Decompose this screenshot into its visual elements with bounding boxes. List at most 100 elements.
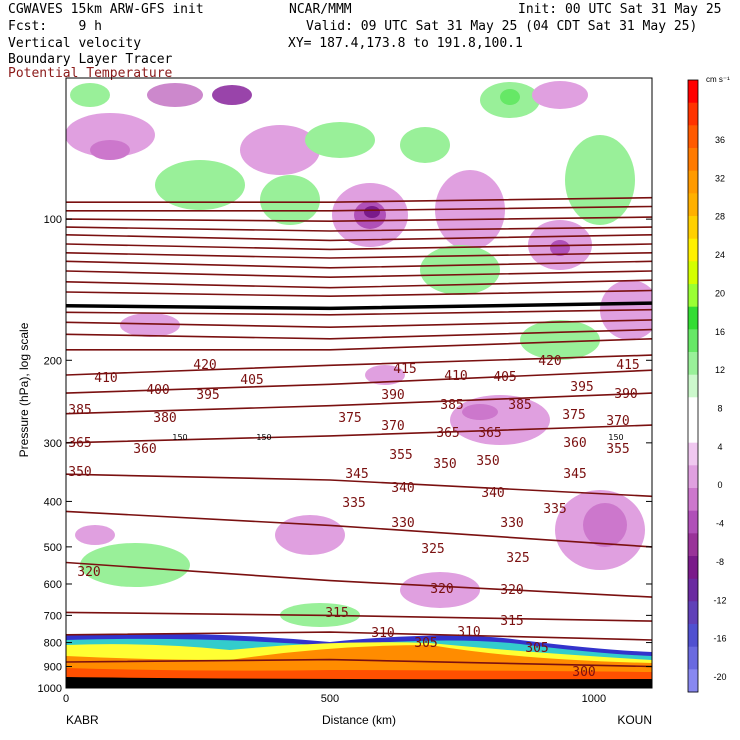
theta-label: 320: [430, 582, 453, 597]
tropopause-label: 150: [608, 433, 623, 442]
theta-label: 300: [572, 665, 595, 680]
w-region: [260, 175, 320, 225]
colorbar-swatch: [688, 465, 698, 489]
theta-label: 395: [570, 380, 593, 395]
y-tick-label: 700: [44, 610, 62, 622]
theta-contour: [66, 205, 652, 212]
colorbar-label: 32: [715, 173, 725, 183]
theta-contour: [66, 658, 652, 668]
theta-contour: [66, 319, 652, 329]
colorbar-label: 20: [715, 288, 725, 298]
theta-label: 385: [508, 398, 531, 413]
colorbar-label: 12: [715, 365, 725, 375]
theta-label: 310: [457, 625, 480, 640]
theta-label: 315: [325, 606, 348, 621]
colorbar-unit: cm s⁻¹: [706, 75, 730, 84]
colorbar-swatch: [688, 556, 698, 580]
colorbar-label: -20: [713, 672, 726, 682]
colorbar-label: 28: [715, 212, 725, 222]
theta-label: 420: [193, 358, 216, 373]
y-axis-label: Pressure (hPa), log scale: [17, 322, 31, 457]
theta-contour: [66, 369, 652, 394]
theta-label: 355: [606, 442, 629, 457]
theta-label: 380: [153, 411, 176, 426]
theta-label: 325: [421, 542, 444, 557]
theta-label: 330: [391, 516, 414, 531]
x-axis-ticks: 0 500 1000: [63, 682, 648, 705]
theta-contour: [66, 338, 652, 351]
colorbar-label: -12: [713, 595, 726, 605]
colorbar-swatch: [688, 193, 698, 217]
w-region: [462, 404, 498, 420]
theta-label: 385: [440, 398, 463, 413]
w-region: [400, 572, 480, 608]
theta-contour: [66, 392, 652, 415]
colorbar-label: -4: [716, 519, 724, 529]
theta-label: 335: [342, 496, 365, 511]
theta-label: 335: [543, 502, 566, 517]
colorbar-swatch: [688, 329, 698, 353]
colorbar-swatch: [688, 510, 698, 534]
w-region: [66, 113, 155, 157]
theta-label: 375: [562, 408, 585, 423]
theta-label: 345: [345, 467, 368, 482]
w-region: [275, 515, 345, 555]
vertical-velocity-shading: [66, 81, 652, 627]
y-tick-label: 300: [44, 438, 62, 450]
w-region: [240, 125, 320, 175]
colorbar-swatch: [688, 397, 698, 421]
theta-label: 365: [68, 436, 91, 451]
colorbar-label: 4: [717, 442, 722, 452]
theta-label: 370: [381, 419, 404, 434]
colorbar-label: 24: [715, 250, 725, 260]
theta-label: 315: [500, 614, 523, 629]
theta-label: 375: [338, 411, 361, 426]
y-tick-label: 500: [44, 542, 62, 554]
theta-label: 305: [525, 641, 548, 656]
theta-label: 365: [478, 426, 501, 441]
theta-label: 320: [77, 565, 100, 580]
cross-section-coords: XY= 187.4,173.8 to 191.8,100.1: [288, 36, 523, 51]
model-title: CGWAVES 15km ARW-GFS init: [8, 2, 204, 17]
y-tick-label: 800: [44, 638, 62, 650]
theta-label: 410: [94, 371, 117, 386]
colorbar: 36 32 28 24 20 16 12 8 4 0 -4 -8 -12 -16 -20: [687, 79, 727, 693]
contour-labels: 420 415 420 415 410 405 410 405 400 395 390 395 390 3…: [68, 354, 639, 680]
theta-label: 395: [196, 388, 219, 403]
theta-label: 330: [500, 516, 523, 531]
theta-label: 360: [133, 442, 156, 457]
colorbar-swatch: [688, 533, 698, 557]
theta-contour: [66, 473, 652, 498]
colorbar-swatch: [688, 352, 698, 376]
y-tick-label: 100: [44, 214, 62, 226]
colorbar-label: 16: [715, 327, 725, 337]
colorbar-swatch: [688, 102, 698, 126]
colorbar-swatch: [688, 125, 698, 149]
theta-label: 350: [433, 457, 456, 472]
tropopause-label: 150: [256, 433, 271, 442]
potential-temperature-contours: [66, 196, 652, 668]
theta-contour: [66, 308, 652, 316]
w-region: [70, 83, 110, 107]
theta-label: 410: [444, 369, 467, 384]
colorbar-label: 8: [717, 404, 722, 414]
theta-label: 420: [538, 354, 561, 369]
w-region: [500, 89, 520, 105]
theta-contour: [66, 561, 652, 598]
colorbar-swatch: [688, 420, 698, 444]
theta-label: 360: [563, 436, 586, 451]
colorbar-swatch: [688, 261, 698, 285]
theta-contour: [66, 289, 652, 298]
theta-label: 405: [493, 370, 516, 385]
theta-label: 415: [616, 358, 639, 373]
w-region: [532, 81, 588, 109]
x-tick-label: 1000: [582, 693, 606, 705]
right-endpoint-label: KOUN: [617, 713, 652, 727]
y-tick-label: 600: [44, 579, 62, 591]
left-endpoint-label: KABR: [66, 713, 99, 727]
w-region: [90, 140, 130, 160]
w-region: [550, 240, 570, 256]
colorbar-swatch: [688, 624, 698, 648]
w-region: [80, 543, 190, 587]
